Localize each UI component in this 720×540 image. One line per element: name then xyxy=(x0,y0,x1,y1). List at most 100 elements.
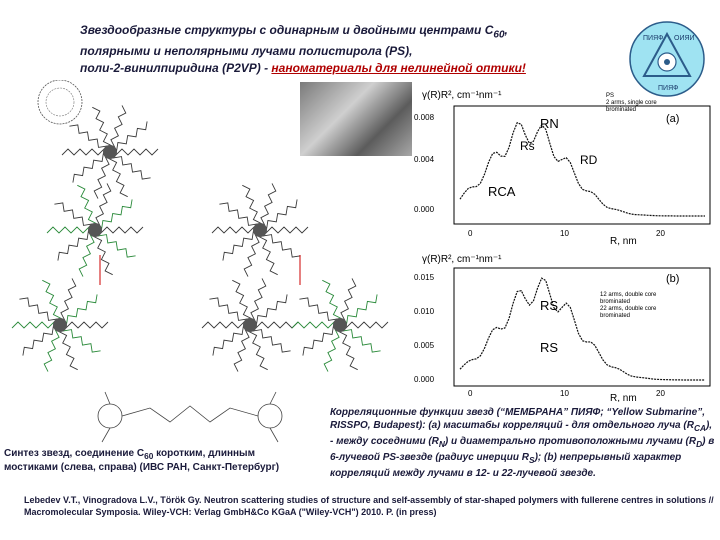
polymer-arm xyxy=(92,106,112,153)
plot-a-curve xyxy=(459,121,705,217)
polymer-arm xyxy=(69,124,111,153)
polymer-arm xyxy=(94,183,112,231)
caption-text4: ) в 6-лучевой PS-звезде (радиус инерции … xyxy=(330,436,715,463)
polymer-arm xyxy=(93,151,111,199)
plot-a-ylabel: γ(R)R², cm⁻¹nm⁻¹ xyxy=(422,90,502,101)
polymer-arm xyxy=(22,324,61,356)
molecule-structure xyxy=(97,391,283,443)
reference-citation: Lebedev V.T., Vinogradova L.V., Török Gy… xyxy=(24,495,714,517)
plot-b-legend2: brominated xyxy=(600,299,630,305)
plot-b-curve xyxy=(459,277,705,381)
correlation-plot-a: γ(R)R², cm⁻¹nm⁻¹ 0.008 0.004 0.000 0 10 … xyxy=(414,90,711,246)
fullerene-sketch xyxy=(37,80,83,125)
plot-a-legend1: PS xyxy=(606,93,614,99)
slide-title: Звездообразные структуры с одинарным и д… xyxy=(80,22,640,77)
polymer-arm xyxy=(233,324,251,372)
plot-a-xtick-2: 20 xyxy=(656,229,665,238)
polymer-arm xyxy=(93,229,113,276)
polymer-arm xyxy=(339,321,389,329)
plot-b-legend4: brominated xyxy=(600,313,630,319)
correlation-plot-b: γ(R)R², cm⁻¹nm⁻¹ 0.015 0.010 0.005 0.000… xyxy=(414,254,711,402)
star-polymer-schematic xyxy=(11,80,389,372)
fullerene-core xyxy=(243,318,257,332)
plot-a-xtick-0: 0 xyxy=(468,229,473,238)
plot-b-ytick-1: 0.010 xyxy=(414,307,435,316)
logo-text-bottom: ПИЯФ xyxy=(658,85,678,92)
plot-b-ylabel: γ(R)R², cm⁻¹nm⁻¹ xyxy=(422,254,502,265)
polymer-arm xyxy=(259,226,309,234)
polymer-arm xyxy=(243,229,261,277)
plot-a-label-rca: RCA xyxy=(488,184,516,199)
plot-a-legend2: 2 arms, single core xyxy=(606,100,657,106)
polymer-arm xyxy=(222,229,261,261)
title-sub60: 60 xyxy=(493,29,505,41)
polymer-arm xyxy=(302,324,341,356)
polymer-arm xyxy=(259,229,301,258)
title-line3: поли-2-винилпиридина (P2VP) - xyxy=(80,61,272,76)
title-line2: полярными и неполярными лучами полистиро… xyxy=(80,44,413,59)
plot-b-xtick-2: 20 xyxy=(656,389,665,398)
polymer-arm xyxy=(59,321,109,329)
polymer-arm xyxy=(209,297,251,326)
polymer-arm xyxy=(249,321,299,329)
plot-b-xtick-1: 10 xyxy=(560,389,569,398)
plot-a-label-rs: Rs xyxy=(520,139,535,153)
polymer-arm xyxy=(11,321,61,329)
plot-a-ytick-1: 0.004 xyxy=(414,155,435,164)
polymer-arm xyxy=(232,279,252,326)
title-highlight: наноматериалы для нелинейной оптики! xyxy=(271,61,526,76)
polymer-arm xyxy=(291,321,341,329)
plot-a-xtick-1: 10 xyxy=(560,229,569,238)
mol-caption-line1-end: коротким, длинным xyxy=(153,448,255,459)
fullerene-core xyxy=(333,318,347,332)
plot-a-xlabel: R, nm xyxy=(610,236,637,246)
polymer-arm xyxy=(78,229,96,277)
plot-b-ytick-3: 0.000 xyxy=(414,375,435,384)
polymer-arm xyxy=(258,229,278,276)
polymer-arm xyxy=(323,324,341,372)
caption-text3: ) и диаметрально противоположными лучами… xyxy=(444,436,697,447)
plot-b-panel: (b) xyxy=(666,273,679,285)
plot-a-label-rn: RN xyxy=(540,116,559,131)
polymer-arm xyxy=(109,148,159,156)
polymer-arm xyxy=(109,121,148,153)
polymer-arm xyxy=(94,229,136,258)
caption-sub-ca: CA xyxy=(693,423,706,433)
plot-a-ytick-0: 0.008 xyxy=(414,113,435,122)
logo-text-tl: ПИЯФ xyxy=(643,35,663,42)
polymer-arm xyxy=(338,324,358,371)
plot-a-legend3: brominated xyxy=(606,107,636,113)
fullerene-core xyxy=(88,223,102,237)
title-line1: Звездообразные структуры с одинарным и д… xyxy=(80,23,494,37)
plot-b-xtick-0: 0 xyxy=(468,389,473,398)
title-line1-end: , xyxy=(504,23,508,37)
plot-b-label-rs2: RS xyxy=(540,340,558,355)
fullerene-core xyxy=(253,223,267,237)
plot-b-legend1: 12 arms, double core xyxy=(600,292,657,298)
caption-text1: Корреляционные функции звезд (“МЕМБРАНА”… xyxy=(330,407,705,431)
polymer-arm xyxy=(59,294,98,326)
mol-caption-sub60: 60 xyxy=(144,451,154,461)
plot-b-legend3: 22 arms, double core xyxy=(600,306,657,312)
polymer-arm xyxy=(259,199,298,231)
polymer-arm xyxy=(72,151,111,183)
polymer-arm xyxy=(339,324,381,353)
polymer-arm xyxy=(322,279,342,326)
correlation-caption: Корреляционные функции звезд (“МЕМБРАНА”… xyxy=(330,406,716,480)
polymer-arm xyxy=(109,105,127,153)
polymer-arm xyxy=(61,148,111,156)
polymer-arm xyxy=(19,297,61,326)
caption-sub-s: S xyxy=(529,455,535,465)
caption-sub-d: D xyxy=(696,439,703,449)
polymer-arm xyxy=(59,278,77,326)
polymer-arm xyxy=(201,321,251,329)
polymer-arm xyxy=(219,202,261,231)
polymer-arm xyxy=(108,151,128,198)
synthesis-caption: Синтез звезд, соединение C60 коротким, д… xyxy=(4,448,314,474)
caption-text2: ), - между соседними (R xyxy=(330,420,713,447)
caption-text5: ); (b) непрерывный характер корреляций м… xyxy=(330,452,682,479)
polymer-arm xyxy=(259,183,277,231)
polymer-arm xyxy=(249,294,288,326)
polymer-arm xyxy=(43,324,61,372)
polymer-arm xyxy=(94,226,144,234)
